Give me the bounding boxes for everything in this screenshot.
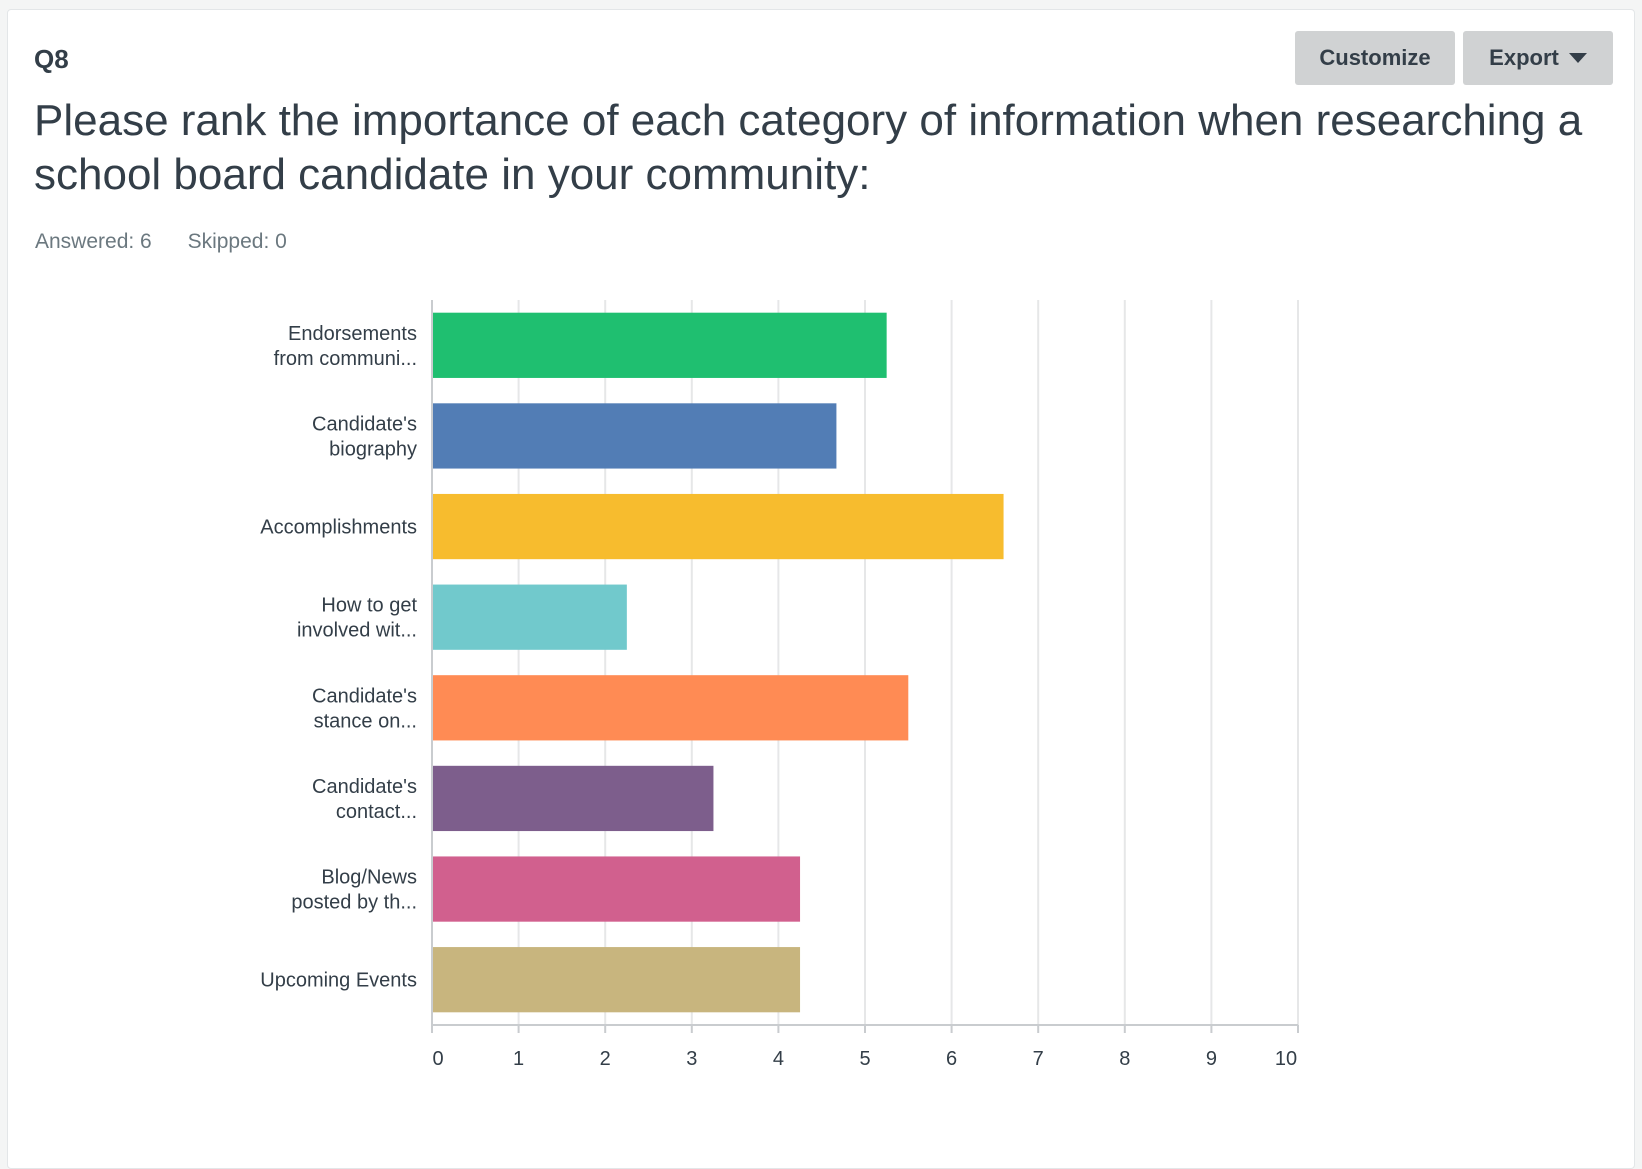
customize-label: Customize — [1319, 45, 1431, 70]
x-tick-label-6: 6 — [946, 1048, 957, 1070]
category-label-0: Endorsements from communi... — [274, 323, 417, 370]
axes — [431, 300, 1299, 1033]
bar-1[interactable] — [433, 403, 837, 469]
bar-4[interactable] — [433, 675, 909, 741]
x-tick-label-4: 4 — [773, 1048, 784, 1070]
x-tick-label-10: 10 — [1275, 1048, 1297, 1070]
x-tick-label-0: 0 — [432, 1048, 443, 1070]
category-label-5: Candidate's contact... — [312, 776, 417, 823]
bar-6[interactable] — [433, 856, 801, 922]
x-tick-label-7: 7 — [1033, 1048, 1044, 1070]
x-tick-label-1: 1 — [513, 1048, 524, 1070]
bars — [433, 312, 1004, 1013]
tick-labels: 0 1 2 3 4 5 6 7 8 9 10 — [432, 1048, 1297, 1070]
category-label-2: Accomplishments — [260, 517, 417, 539]
customize-button[interactable]: Customize — [1295, 31, 1455, 85]
question-card: Q8 Customize Export Please rank the impo… — [7, 9, 1635, 1169]
chevron-down-icon — [1568, 53, 1587, 63]
response-stats: Answered: 6 Skipped: 0 — [35, 230, 317, 254]
x-tick-label-5: 5 — [859, 1048, 870, 1070]
answered-count: Answered: 6 — [35, 230, 152, 253]
category-label-1: Candidate's biography — [312, 413, 417, 460]
category-labels: Endorsements from communi... Candidate's bi… — [260, 323, 417, 992]
category-label-7: Upcoming Events — [260, 970, 417, 992]
bar-2[interactable] — [433, 493, 1004, 560]
bar-5[interactable] — [433, 765, 714, 832]
skipped-count: Skipped: 0 — [187, 230, 287, 253]
question-number: Q8 — [34, 44, 69, 74]
question-title: Please rank the importance of each categ… — [34, 96, 1583, 199]
bar-7[interactable] — [433, 947, 801, 1013]
category-label-6: Blog/News posted by th... — [291, 867, 417, 914]
bar-0[interactable] — [433, 312, 887, 378]
x-tick-label-9: 9 — [1206, 1048, 1217, 1070]
export-label: Export — [1489, 45, 1559, 70]
x-tick-label-8: 8 — [1119, 1048, 1130, 1070]
export-button[interactable]: Export — [1463, 31, 1613, 85]
category-label-3: How to get involved wit... — [297, 595, 418, 642]
category-label-4: Candidate's stance on... — [312, 685, 417, 732]
x-tick-label-2: 2 — [600, 1048, 611, 1070]
x-tick-label-3: 3 — [686, 1048, 697, 1070]
bar-3[interactable] — [433, 584, 627, 650]
